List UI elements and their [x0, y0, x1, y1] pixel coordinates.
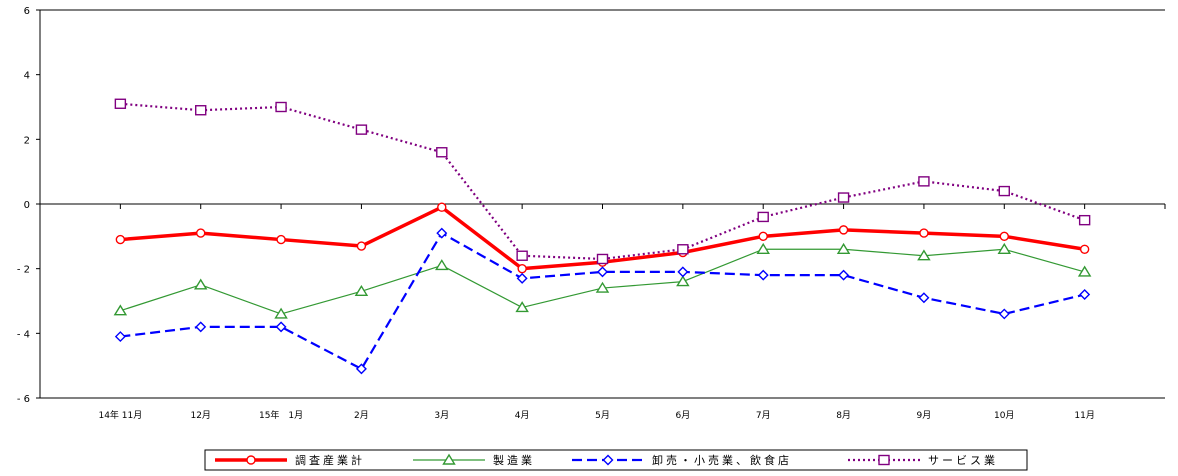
data-point: [838, 225, 849, 235]
data-point: [917, 249, 931, 261]
series-line: [120, 102, 1086, 261]
data-point: [757, 269, 769, 281]
data-point: [274, 307, 288, 319]
axes: - 6 - 4 - 2 0 2 4 6 14年 11月 12月 15年 1月 2月 3月 4月 5月 6月 7…: [17, 6, 1166, 421]
data-point: [918, 176, 930, 187]
x-tick-label: 4月: [515, 410, 530, 421]
data-point: [677, 244, 689, 255]
series-1: [113, 242, 1092, 319]
y-tick-label: - 4: [17, 329, 30, 340]
y-tick-label: 0: [24, 200, 30, 211]
data-point: [114, 331, 126, 343]
series-line: [120, 232, 1085, 370]
x-tick-label: 8月: [836, 410, 851, 421]
data-point: [999, 231, 1009, 242]
data-point: [356, 241, 367, 251]
data-point: [195, 321, 207, 333]
series-lines: [113, 98, 1092, 375]
legend-item-2: 卸売・小売業、飲食店: [572, 453, 792, 467]
legend-item-0: 調査産業計: [215, 453, 365, 467]
data-point: [677, 266, 689, 278]
data-point: [355, 363, 367, 375]
y-tick-label: 6: [24, 6, 30, 17]
x-tick-label: 11月: [1074, 410, 1094, 421]
y-tick-label: 2: [24, 135, 30, 146]
data-point: [919, 228, 929, 238]
legend-swatch-marker: [602, 454, 614, 466]
legend-swatch-marker: [878, 454, 890, 466]
data-point: [756, 242, 770, 254]
series-2: [114, 227, 1091, 375]
legend-label: 卸売・小売業、飲食店: [652, 453, 792, 467]
data-point: [918, 292, 930, 304]
data-point: [114, 98, 127, 109]
y-tick-label: - 2: [17, 265, 30, 276]
data-point: [435, 259, 449, 271]
y-tick-label: 4: [24, 71, 30, 82]
legend: 調査産業計 製造業 卸売・小売業、飲食店 サービス業: [204, 449, 1028, 471]
data-point: [196, 228, 206, 238]
data-point: [998, 185, 1010, 197]
data-point: [436, 227, 448, 239]
data-point: [1078, 214, 1091, 226]
x-tick-label: 6月: [675, 410, 690, 421]
legend-label: 製造業: [493, 453, 535, 467]
data-point: [516, 272, 528, 284]
data-point: [276, 234, 286, 245]
data-point: [355, 124, 368, 135]
x-tick-label: 5月: [595, 410, 610, 421]
data-point: [1077, 265, 1092, 277]
data-point: [517, 263, 527, 274]
x-tick-label: 9月: [917, 410, 932, 421]
x-tick-label: 3月: [434, 410, 449, 421]
x-tick-label: 7月: [756, 410, 771, 421]
data-point: [676, 275, 690, 287]
legend-item-1: 製造業: [413, 453, 535, 467]
data-point: [596, 253, 609, 265]
data-point: [515, 301, 529, 313]
data-point: [998, 308, 1010, 320]
legend-label: 調査産業計: [295, 453, 365, 467]
x-tick-label: 2月: [354, 410, 369, 421]
data-point: [193, 278, 208, 290]
x-tick-label: 10月: [994, 410, 1014, 421]
legend-label: サービス業: [928, 454, 998, 467]
data-point: [275, 101, 287, 113]
data-point: [195, 105, 207, 116]
data-point: [838, 269, 850, 281]
legend-swatch-marker: [442, 453, 456, 465]
data-point: [516, 250, 528, 261]
data-point: [837, 192, 850, 203]
x-tick-label: 12月: [190, 410, 210, 421]
data-point: [1079, 289, 1091, 301]
legend-swatch-marker: [246, 455, 256, 465]
data-point: [836, 242, 851, 254]
legend-box: [204, 449, 1028, 471]
data-point: [436, 147, 448, 158]
data-point: [757, 211, 769, 223]
data-point: [354, 284, 369, 296]
data-point: [758, 231, 768, 242]
data-point: [113, 304, 128, 316]
data-point: [1079, 244, 1090, 254]
data-point: [595, 281, 610, 293]
data-point: [597, 266, 608, 278]
legend-item-3: サービス業: [848, 454, 998, 467]
data-point: [997, 242, 1012, 254]
data-point: [275, 321, 287, 333]
data-point: [115, 234, 126, 245]
x-tick-label: 14年 11月: [98, 409, 142, 421]
y-tick-label: - 6: [17, 394, 30, 405]
series-3: [114, 98, 1091, 265]
x-tick-label: 15年 1月: [259, 409, 303, 421]
data-point: [437, 202, 447, 212]
